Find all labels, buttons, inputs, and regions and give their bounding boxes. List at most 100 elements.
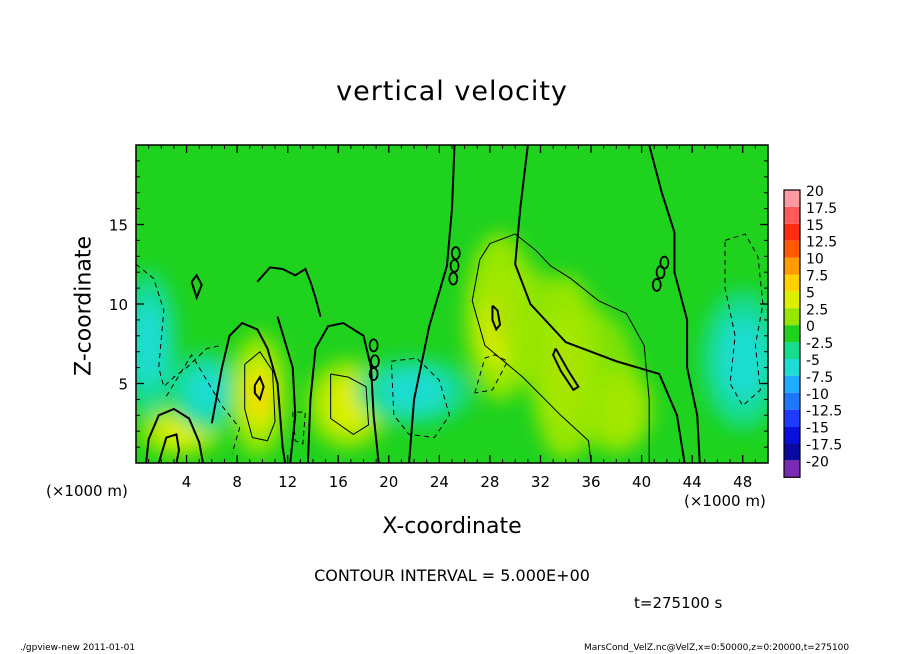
colorbar-label: 7.5	[806, 269, 828, 285]
colorbar: 2017.51512.5107.552.50-2.5-5-7.5-10-12.5…	[783, 184, 842, 478]
contour-thin	[330, 373, 370, 435]
colorbar-cell	[784, 409, 800, 427]
x-tick-label: 12	[278, 473, 297, 491]
colorbar-cell	[784, 325, 800, 343]
x-tick-label: 28	[480, 473, 499, 491]
colorbar-label: 2.5	[806, 302, 828, 318]
colorbar-cell	[784, 240, 800, 258]
contour-zero	[408, 145, 456, 463]
y-tick-label: 15	[109, 217, 128, 235]
colorbar-label: 0	[806, 319, 815, 335]
contour-five	[253, 374, 265, 402]
contour-dashed	[474, 354, 509, 394]
x-tick-label: 40	[632, 473, 651, 491]
contour-lines	[136, 145, 764, 463]
colorbar-label: -5	[806, 353, 820, 369]
contour-zero	[276, 316, 297, 463]
y-tick-label: 5	[118, 376, 128, 394]
x-axis-label: X-coordinate	[382, 514, 522, 539]
contour-oval	[655, 265, 666, 280]
x-unit-label-left: (×1000 m)	[46, 482, 128, 500]
time-label: t=275100 s	[634, 594, 723, 612]
footer-left: ./gpview-new 2011-01-01	[20, 643, 136, 653]
contour-dashed	[724, 233, 764, 407]
colorbar-label: 20	[806, 184, 824, 200]
x-tick-label: 8	[232, 473, 242, 491]
x-tick-label: 48	[733, 473, 752, 491]
contour-oval	[369, 354, 380, 369]
colorbar-label: 10	[806, 252, 824, 268]
contour-dashed	[292, 411, 306, 445]
colorbar-cell	[784, 308, 800, 326]
contour-oval	[368, 367, 379, 381]
footer-right: MarsCond_VelZ.nc@VelZ,x=0:50000,z=0:2000…	[584, 643, 850, 653]
contour-zero	[190, 273, 203, 301]
chart-title: vertical velocity	[336, 76, 568, 107]
colorbar-cell	[784, 359, 800, 376]
contour-thin	[244, 350, 276, 442]
colorbar-cell	[784, 460, 800, 478]
colorbar-cell	[784, 190, 800, 207]
x-tick-label: 24	[430, 473, 449, 491]
colorbar-label: -10	[806, 387, 829, 403]
contour-dashed	[165, 353, 241, 454]
colorbar-cell	[784, 375, 800, 393]
contour-thin	[479, 233, 650, 463]
contour-dashed	[390, 357, 451, 439]
colorbar-label: -17.5	[806, 438, 842, 454]
contour-zero	[514, 145, 686, 463]
colorbar-label: 15	[806, 218, 824, 234]
colorbar-cell	[784, 257, 800, 275]
contour-dashed	[136, 263, 223, 388]
x-tick-label: 20	[379, 473, 398, 491]
x-tick-label: 36	[581, 473, 600, 491]
contour-oval	[450, 246, 461, 261]
colorbar-label: -7.5	[806, 370, 833, 386]
contour-five	[157, 433, 180, 463]
colorbar-cell	[784, 342, 800, 359]
x-tick-label: 44	[683, 473, 702, 491]
x-unit-label-right: (×1000 m)	[684, 492, 766, 510]
y-axis-label: Z-coordinate	[71, 236, 97, 376]
contour-oval	[448, 271, 459, 286]
colorbar-frame	[783, 189, 801, 478]
field-updraft-band	[477, 260, 641, 456]
colorbar-cell	[784, 223, 800, 241]
contour-interval-label: CONTOUR INTERVAL = 5.000E+00	[314, 566, 590, 585]
contour-oval	[651, 278, 662, 292]
y-tick-label: 10	[109, 296, 128, 314]
colorbar-label: -2.5	[806, 336, 833, 352]
field-blob-core	[336, 389, 361, 419]
colorbar-label: 5	[806, 285, 815, 301]
field-blob-core	[140, 320, 157, 368]
x-axis: 4 8 12 16 20 24 28 32 36 40 44 48	[148, 145, 756, 491]
colorbar-label: -12.5	[806, 404, 842, 420]
x-tick-label: 4	[182, 473, 192, 491]
contour-oval	[449, 258, 460, 273]
contour-zero	[145, 407, 204, 463]
contour-five	[491, 304, 502, 332]
contour-zero	[210, 321, 287, 463]
field-blob-core	[195, 378, 216, 405]
field-blob-core	[397, 380, 431, 403]
contour-oval	[368, 338, 379, 353]
colorbar-cell	[784, 392, 800, 410]
x-tick-label: 16	[329, 473, 348, 491]
colorbar-cell	[784, 443, 800, 461]
contour-zero	[306, 322, 380, 463]
colorbar-cell	[784, 426, 800, 444]
field-blob-core	[731, 337, 755, 383]
colorbar-cell	[784, 206, 800, 224]
y-axis: 5 10 15	[109, 160, 768, 448]
colorbar-label: 12.5	[806, 235, 837, 251]
colorbar-cell	[784, 274, 800, 292]
colorbar-label: -15	[806, 421, 829, 437]
x-tick-label: 32	[531, 473, 550, 491]
colorbar-label: -20	[806, 454, 829, 470]
contour-five	[552, 348, 580, 392]
contour-zero	[648, 145, 701, 463]
contour-thin	[471, 259, 592, 463]
contour-zero	[256, 266, 322, 317]
colorbar-cell	[784, 291, 800, 309]
